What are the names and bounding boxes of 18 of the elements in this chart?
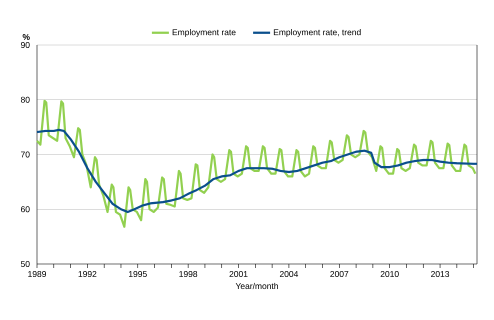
x-tick-label: 1995 — [128, 271, 147, 278]
y-tick-label: 70 — [20, 152, 30, 158]
x-tick-label: 1989 — [28, 271, 46, 278]
x-tick-label: 2010 — [380, 271, 399, 278]
y-tick-label: 60 — [20, 206, 30, 212]
x-tick-label: 2001 — [230, 271, 248, 278]
legend-label: Employment rate — [172, 29, 236, 37]
x-tick-label: 1998 — [179, 271, 198, 278]
y-axis-title: % — [22, 34, 30, 40]
y-tick-label: 50 — [20, 261, 30, 267]
x-tick-label: 1992 — [78, 271, 96, 278]
x-tick-label: 2004 — [280, 271, 298, 278]
legend-label: Employment rate, trend — [274, 29, 361, 37]
x-axis-title: Year/month — [236, 282, 278, 290]
x-tick-label: 2007 — [330, 271, 348, 278]
x-tick-label: 2013 — [431, 271, 450, 278]
y-tick-label: 80 — [20, 96, 30, 103]
y-tick-label: 90 — [20, 42, 30, 48]
